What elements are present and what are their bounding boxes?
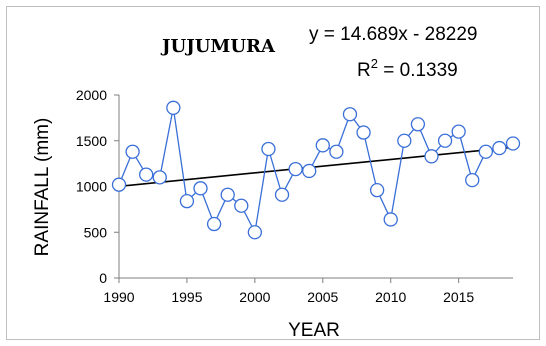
- y-tick-label: 500: [84, 224, 108, 240]
- trendline-equation: y = 14.689x - 28229: [309, 24, 478, 45]
- x-axis-label: YEAR: [288, 320, 340, 341]
- x-tick-label: 2000: [239, 289, 270, 305]
- r-squared-superscript: 2: [371, 56, 378, 71]
- data-point: [288, 161, 303, 177]
- axes: 1990 1995 2000 2005 2010 2015 0 500 1000 1500 2000: [76, 87, 513, 305]
- y-axis-label: RAINFALL (mm): [32, 118, 53, 257]
- data-point: [234, 198, 249, 213]
- data-point: [356, 125, 371, 140]
- data-point: [369, 183, 385, 198]
- data-point: [410, 117, 426, 132]
- data-point: [111, 177, 127, 192]
- data-point: [492, 140, 507, 156]
- x-tick-label: 1990: [103, 289, 134, 305]
- data-point: [397, 133, 412, 148]
- x-tick-label: 1995: [171, 289, 202, 305]
- data-point: [247, 225, 263, 240]
- data-point: [329, 144, 344, 159]
- r-squared-label: R2 = 0.1339: [357, 56, 458, 81]
- y-tick-label: 1000: [76, 179, 107, 195]
- data-point: [166, 100, 181, 115]
- data-series: [111, 100, 521, 240]
- x-tick-label: 2015: [443, 289, 474, 305]
- y-tick-label: 0: [99, 270, 107, 286]
- data-point: [315, 138, 330, 153]
- data-point: [179, 193, 195, 209]
- data-point: [478, 144, 493, 159]
- data-point: [193, 181, 208, 196]
- data-point: [465, 172, 480, 188]
- x-tick-label: 2010: [375, 289, 406, 305]
- data-point: [125, 144, 140, 159]
- data-point: [302, 163, 317, 179]
- chart-frame: [6, 6, 540, 340]
- trendline: [118, 146, 514, 188]
- data-point: [437, 133, 453, 148]
- y-tick-label: 2000: [76, 87, 107, 103]
- r-squared-value: = 0.1339: [378, 60, 458, 81]
- data-point: [274, 187, 290, 202]
- data-point: [139, 167, 154, 182]
- trendline-path: [118, 146, 514, 188]
- y-tick-label: 1500: [76, 133, 107, 149]
- data-point: [383, 212, 398, 227]
- r-squared-symbol: R: [357, 60, 371, 81]
- data-point: [505, 136, 521, 151]
- data-point: [152, 170, 167, 185]
- data-point: [206, 216, 222, 232]
- data-point: [424, 149, 439, 164]
- data-point: [342, 107, 358, 122]
- chart-title: JUJUMURA: [160, 36, 276, 57]
- data-point: [451, 124, 466, 139]
- data-point: [261, 141, 276, 157]
- x-tick-label: 2005: [307, 289, 338, 305]
- data-point: [220, 187, 235, 202]
